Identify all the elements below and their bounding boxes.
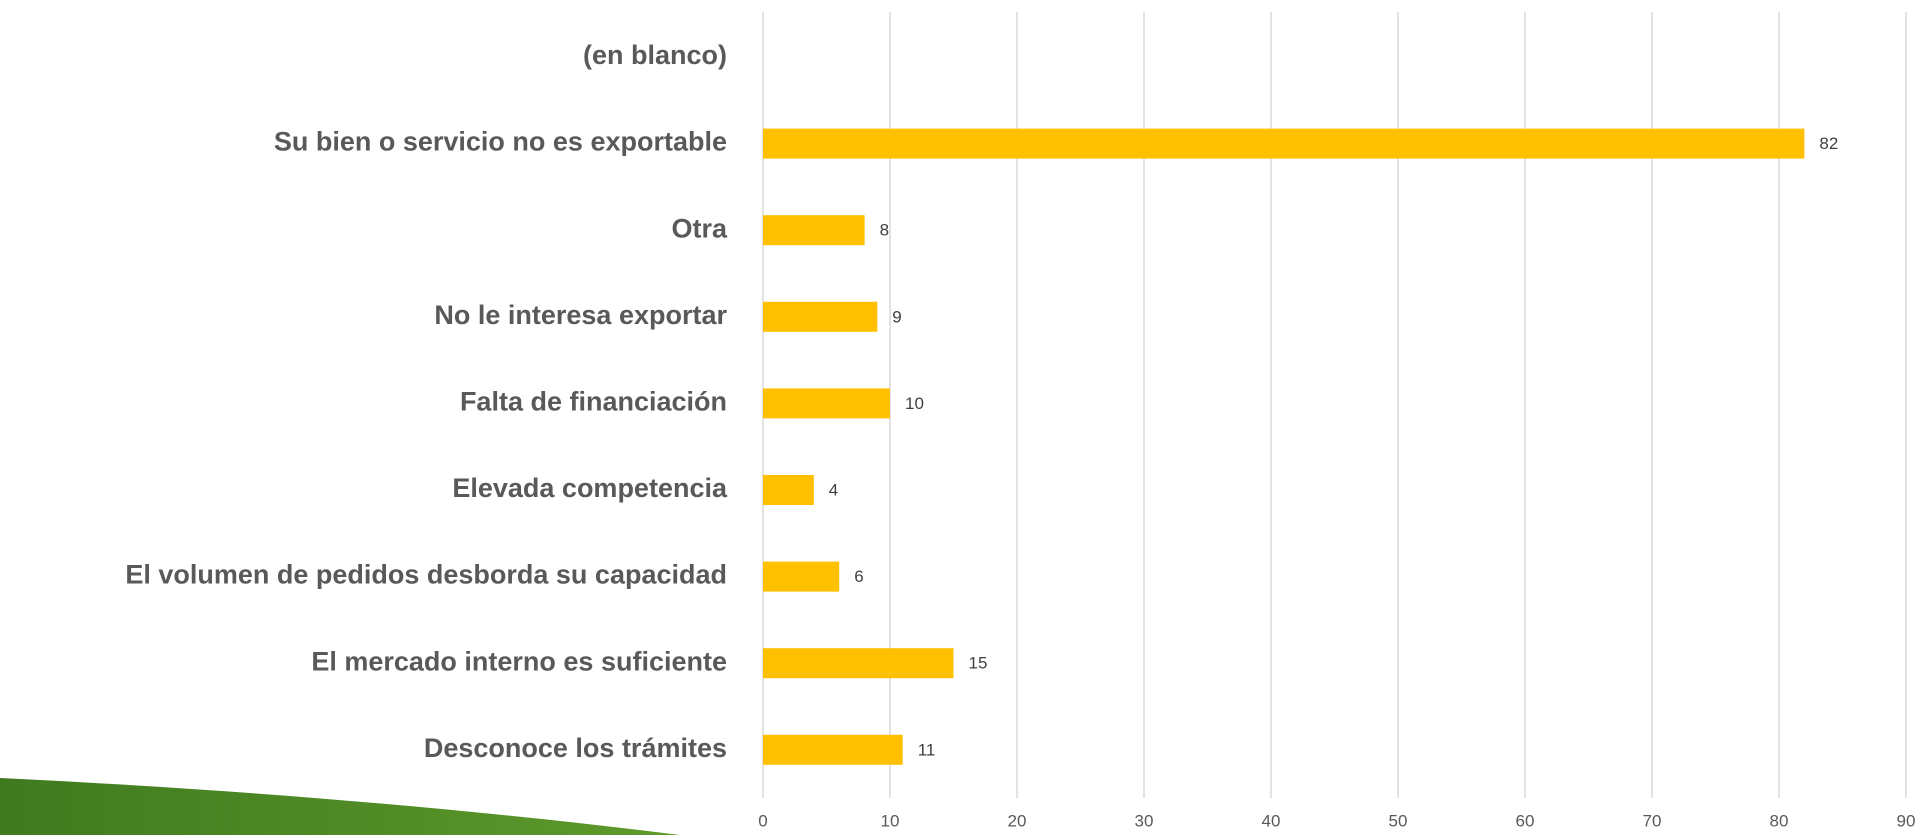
x-tick-label: 60 [1516, 811, 1535, 830]
y-tick-label: Falta de financiación [460, 387, 727, 417]
y-tick-label: El volumen de pedidos desborda su capaci… [125, 560, 727, 590]
bar [763, 215, 865, 246]
x-tick-label: 70 [1643, 811, 1662, 830]
y-tick-label: El mercado interno es suficiente [311, 646, 727, 676]
plot-area: 0 10 20 30 40 50 60 70 80 90 (en blanco) Su bien o … [125, 12, 1915, 830]
bar [763, 128, 1805, 159]
data-label: 11 [918, 740, 936, 759]
bar [763, 561, 840, 592]
decorative-swoosh [0, 778, 680, 835]
bar [763, 475, 814, 505]
bar [763, 648, 954, 679]
y-tick-label: No le interesa exportar [434, 300, 727, 330]
data-label: 15 [969, 654, 988, 673]
data-label: 9 [892, 307, 901, 326]
x-tick-label: 20 [1008, 811, 1027, 830]
y-tick-label: Desconoce los trámites [424, 733, 727, 763]
x-tick-label: 30 [1135, 811, 1154, 830]
bar [763, 734, 903, 765]
x-tick-label: 10 [881, 811, 900, 830]
y-tick-label: Otra [671, 213, 728, 243]
x-tick-label: 50 [1389, 811, 1408, 830]
bar [763, 301, 878, 332]
data-label: 6 [854, 567, 863, 586]
x-tick-label: 80 [1770, 811, 1789, 830]
data-label: 82 [1819, 134, 1838, 153]
y-tick-label: Elevada competencia [452, 473, 728, 503]
y-tick-label: Su bien o servicio no es exportable [274, 127, 727, 157]
x-tick-label: 0 [758, 811, 767, 830]
bar [763, 388, 890, 419]
y-tick-label: (en blanco) [583, 40, 727, 70]
data-label: 10 [905, 394, 924, 413]
data-label: 4 [829, 480, 838, 499]
x-tick-label: 40 [1262, 811, 1281, 830]
x-tick-label: 90 [1897, 811, 1916, 830]
data-label: 8 [880, 221, 889, 240]
